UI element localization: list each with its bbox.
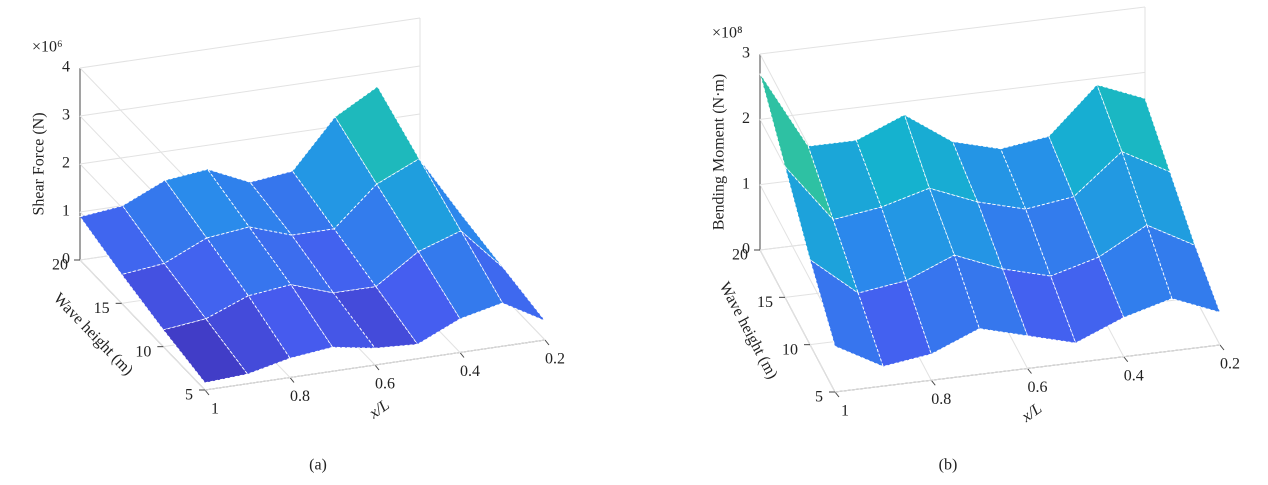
surface-patch — [206, 168, 293, 236]
surface-patch — [205, 295, 291, 375]
y-tick-label: 5 — [185, 387, 193, 404]
z-tick-label: 1 — [742, 175, 750, 192]
y-tick-label: 15 — [757, 294, 773, 311]
z-tick-label: 3 — [62, 107, 70, 124]
surface-patch — [162, 318, 249, 384]
x-axis-label: x/L — [1018, 400, 1045, 426]
z-tick-label: 3 — [742, 45, 750, 62]
x-tick — [1219, 344, 1225, 351]
x-axis-label: x/L — [365, 396, 392, 422]
x-grid-line — [759, 249, 836, 393]
x-tick — [459, 352, 465, 358]
x-tick-label: 0.4 — [1124, 367, 1144, 384]
x-tick-label: 0.8 — [290, 388, 310, 405]
x-tick — [1027, 368, 1032, 374]
z-tick-label: 2 — [742, 110, 750, 127]
y-tick-label: 20 — [732, 247, 748, 264]
caption: (a) — [309, 457, 327, 474]
z-tick-label: 0 — [62, 251, 70, 268]
z-grid-line — [759, 71, 1146, 120]
y-tick-label: 15 — [94, 300, 110, 317]
z-tick-label: 0 — [742, 241, 750, 258]
y-tick-label: 10 — [782, 341, 798, 358]
x-tick-label: 0.6 — [1028, 379, 1048, 396]
surface-patch — [290, 228, 377, 294]
x-tick-label: 1 — [211, 401, 219, 418]
x-tick — [834, 391, 840, 398]
x-tick-label: 0.6 — [375, 376, 395, 393]
y-grid-line — [204, 339, 546, 391]
x-tick — [544, 339, 550, 346]
surface-patch — [334, 85, 420, 185]
surface-patch — [248, 226, 335, 294]
z-axis-label: Shear Force (N) — [31, 112, 48, 215]
y-tick-label: 10 — [135, 343, 151, 360]
y-tick-label: 20 — [52, 257, 68, 274]
x-tick-label: 0.2 — [545, 351, 565, 368]
z-multiplier: ×10⁸ — [712, 25, 743, 42]
x-tick-label: 0.8 — [931, 391, 951, 408]
surface-patch — [784, 166, 859, 295]
surface-patch — [120, 262, 207, 331]
y-tick-label: 5 — [815, 389, 823, 406]
x-tick-label: 0.2 — [1220, 356, 1240, 373]
surface-patch — [1025, 196, 1100, 277]
x-tick-label: 0.4 — [460, 363, 480, 380]
x-tick — [930, 379, 936, 386]
x-tick-label: 1 — [841, 403, 849, 420]
y-grid-line — [834, 344, 1221, 393]
surface-patch — [79, 205, 165, 276]
x-grid-line — [79, 259, 206, 391]
x-tick — [1123, 356, 1129, 363]
surface-patch — [759, 73, 834, 220]
z-grid-line — [759, 6, 1146, 55]
z-grid-line — [79, 65, 421, 117]
z-multiplier: ×10⁶ — [32, 39, 63, 56]
z-grid-line — [79, 17, 421, 69]
x-tick — [204, 389, 210, 396]
surface-patch — [1121, 150, 1196, 247]
surface-patch — [417, 230, 504, 320]
surface-patch — [855, 114, 930, 208]
x-tick — [289, 377, 295, 383]
z-axis-label: Bending Moment (N·m) — [711, 74, 728, 230]
caption: (b) — [939, 457, 958, 474]
z-tick-label: 4 — [62, 59, 70, 76]
surface-patch — [809, 258, 884, 368]
surface-patch — [460, 230, 547, 322]
surface-patch — [1073, 150, 1148, 258]
x-tick — [374, 364, 380, 371]
z-tick-label: 2 — [62, 155, 70, 172]
surface-patch — [1096, 84, 1171, 173]
z-tick-label: 1 — [62, 203, 70, 220]
surface-patch — [247, 284, 334, 359]
